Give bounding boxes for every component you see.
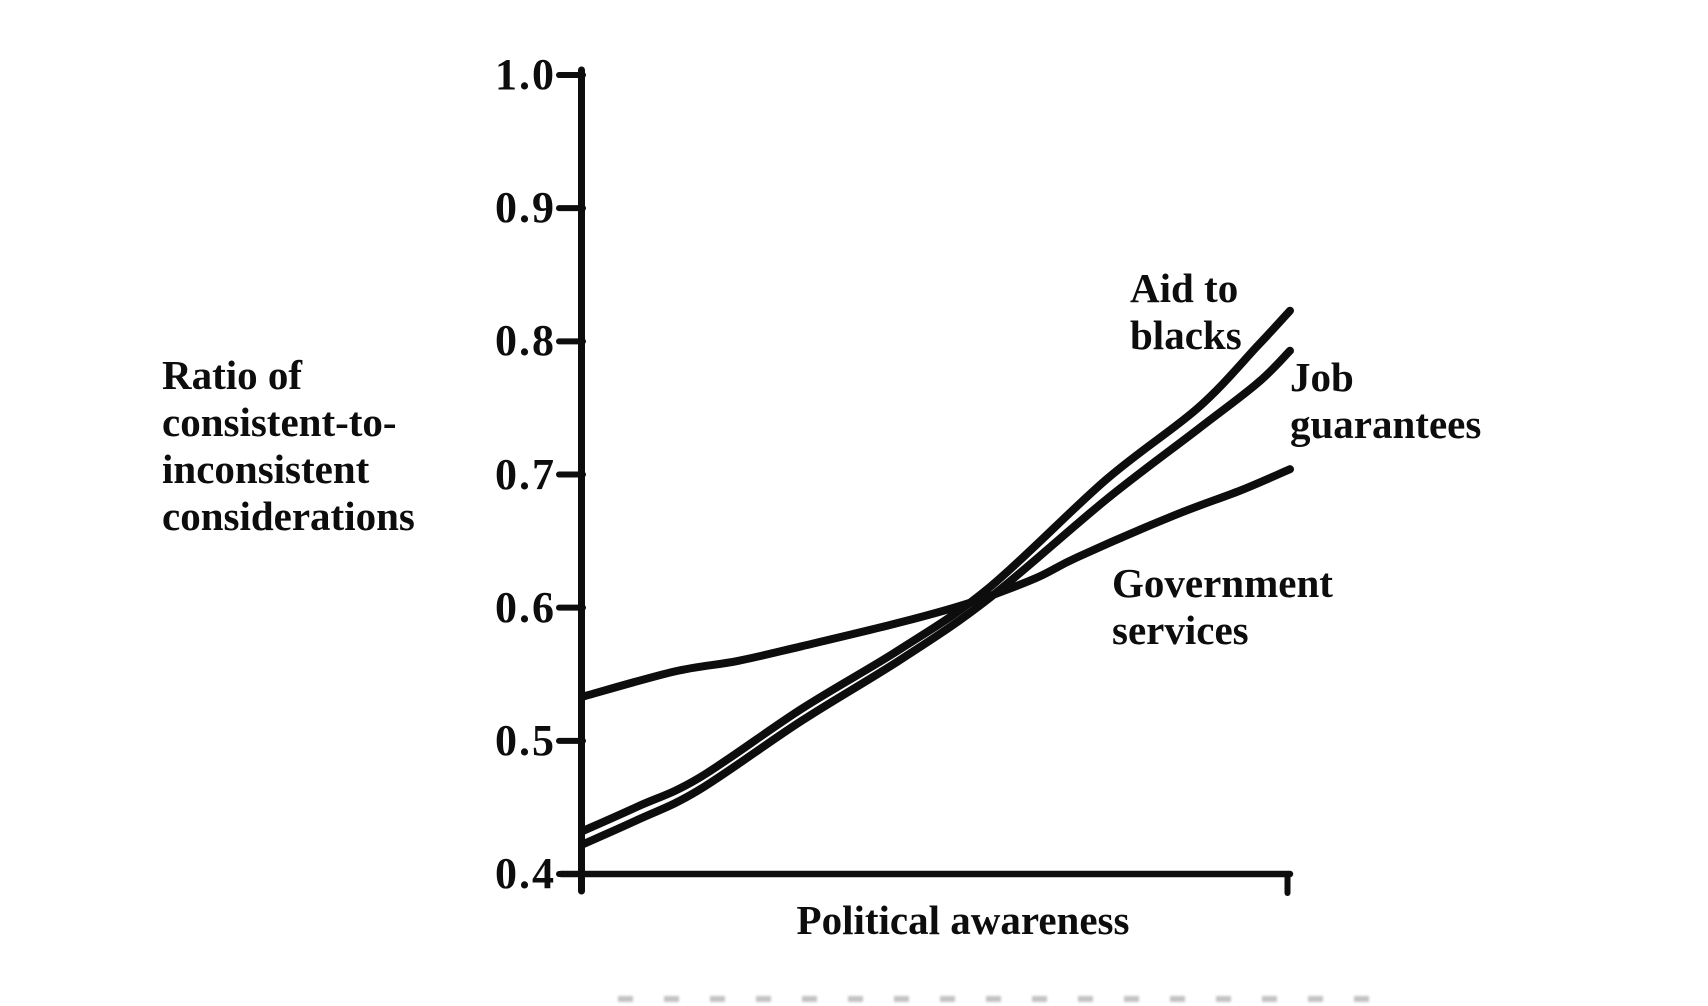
y-axis-title-line: consistent-to- [162,399,397,445]
y-tick-label: 0.9 [495,183,556,233]
y-tick-label: 0.6 [495,582,556,632]
series-label-line: Job [1290,354,1354,400]
y-tick-label: 0.8 [495,316,556,366]
series-label-line: Aid to [1130,265,1239,311]
y-axis-title: Ratio of consistent-to- inconsistent con… [162,352,415,540]
scan-artifact-smudge [618,996,1398,1002]
y-axis-title-line: inconsistent [162,446,370,492]
series-label-line: Government [1112,560,1333,606]
series-label-line: blacks [1130,312,1242,358]
y-tick-label: 0.4 [495,849,556,898]
series-label-aid-to-blacks: Aid to blacks [1130,265,1242,359]
series-label-line: services [1112,607,1249,653]
y-tick-label: 0.7 [495,449,556,499]
y-axis-title-line: Ratio of [162,352,303,398]
series-line-aid-to-blacks [578,306,1294,836]
y-axis-title-line: considerations [162,493,415,539]
series-line-government-services [578,465,1294,701]
series-label-government-services: Government services [1112,560,1333,654]
y-tick-label: 0.5 [495,715,556,765]
series-label-line: guarantees [1290,401,1482,447]
series-label-job-guarantees: Job guarantees [1290,354,1481,448]
series-line-job-guarantees [578,346,1294,849]
y-tick-label: 1.0 [495,50,556,99]
x-axis-title: Political awareness [796,897,1130,943]
